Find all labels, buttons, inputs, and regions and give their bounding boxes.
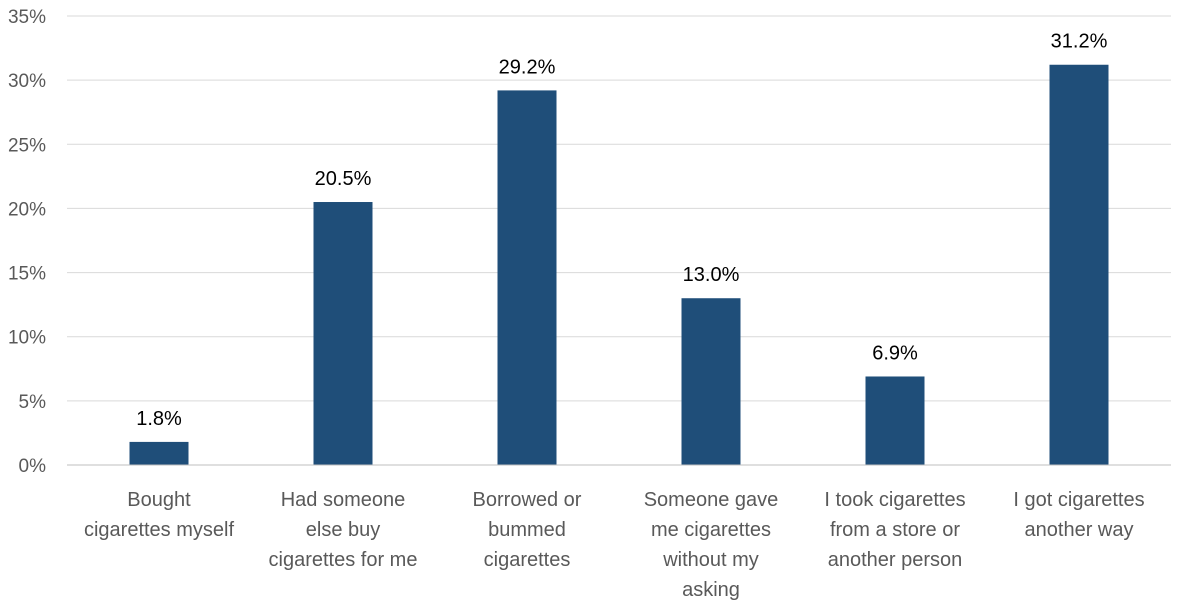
- category-label-line: Had someone: [281, 489, 406, 511]
- y-tick-label: 10%: [8, 328, 46, 349]
- y-tick-label: 0%: [19, 456, 47, 477]
- bar: [681, 298, 741, 465]
- category-label-line: me cigarettes: [651, 519, 771, 541]
- category-label: I got cigarettes another way: [1013, 489, 1144, 541]
- category-label-line: Someone gave: [644, 489, 779, 511]
- category-label-line: Bought: [127, 489, 191, 511]
- category-label-line: another person: [828, 549, 963, 571]
- category-label: Had someone else buy cigarettes for me: [269, 489, 418, 571]
- data-label: 1.8%: [136, 408, 182, 430]
- y-tick-label: 35%: [8, 7, 46, 28]
- category-label-line: cigarettes myself: [84, 519, 234, 541]
- bar: [865, 376, 925, 465]
- bar: [129, 441, 189, 465]
- category-label: I took cigarettes from a store or another …: [824, 489, 965, 571]
- data-label: 13.0%: [683, 264, 740, 286]
- data-label: 20.5%: [315, 168, 372, 190]
- category-label-line: else buy: [306, 519, 381, 541]
- category-label-line: without my: [662, 549, 759, 571]
- bars: [129, 64, 1109, 466]
- data-label: 6.9%: [872, 342, 918, 364]
- category-label-line: bummed: [488, 519, 566, 541]
- category-label-line: from a store or: [830, 519, 960, 541]
- y-tick-label: 25%: [8, 135, 46, 156]
- category-label-line: cigarettes for me: [269, 549, 418, 571]
- gridlines: [67, 15, 1171, 402]
- y-tick-label: 5%: [19, 392, 47, 413]
- bar: [497, 90, 557, 466]
- y-tick-label: 15%: [8, 264, 46, 285]
- y-axis-tick-labels: 0% 5% 10% 15% 20% 25% 30% 35%: [8, 7, 46, 477]
- y-tick-label: 20%: [8, 199, 46, 220]
- data-label: 29.2%: [499, 56, 556, 78]
- category-label: Borrowed or bummed cigarettes: [473, 489, 582, 571]
- y-tick-label: 30%: [8, 71, 46, 92]
- bar: [1049, 64, 1109, 466]
- category-label-line: I took cigarettes: [824, 489, 965, 511]
- category-label-line: asking: [682, 579, 740, 601]
- data-labels: 1.8% 20.5% 29.2% 13.0% 6.9% 31.2%: [136, 31, 1107, 430]
- category-label-line: another way: [1025, 519, 1134, 541]
- category-label: Bought cigarettes myself: [84, 489, 234, 541]
- data-label: 31.2%: [1051, 31, 1108, 53]
- category-labels: Bought cigarettes myself Had someone else b…: [84, 489, 1145, 601]
- category-label: Someone gave me cigarettes without my askin…: [644, 489, 779, 601]
- category-label-line: Borrowed or: [473, 489, 582, 511]
- bar: [313, 202, 373, 465]
- category-label-line: I got cigarettes: [1013, 489, 1144, 511]
- category-label-line: cigarettes: [484, 549, 571, 571]
